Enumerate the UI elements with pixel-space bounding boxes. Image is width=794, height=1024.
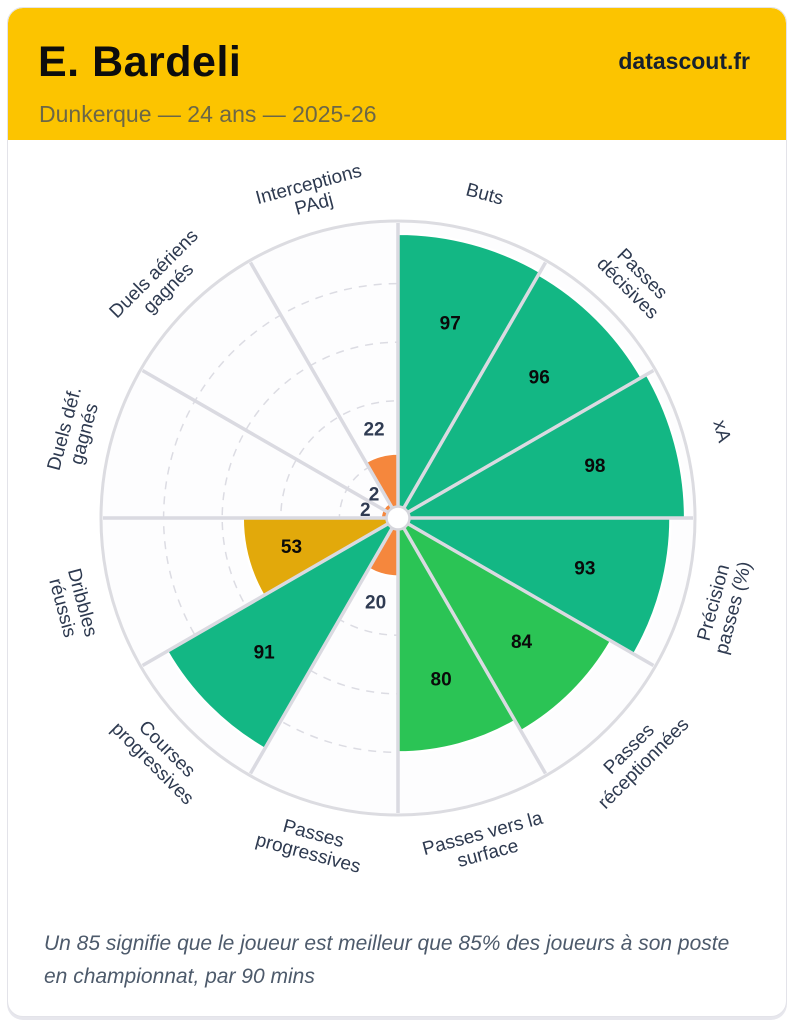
pizza-slice — [165, 514, 402, 751]
slice-value: 22 — [363, 419, 384, 440]
pizza-chart-container: 97 96 98 93 84 80 20 91 53 2 2 22 Buts Passesdécisive… — [8, 8, 786, 1016]
pizza-slice — [396, 513, 517, 754]
category-label: Dribblesréussis — [43, 566, 101, 644]
pizza-slice — [396, 232, 542, 523]
slice-divider — [402, 527, 548, 775]
slice-value: 2 — [360, 500, 371, 521]
category-label: Passes vers lasurface — [420, 808, 551, 880]
pizza-slice — [393, 372, 687, 520]
player-card: E. Bardeli Dunkerque — 24 ans — 2025-26 … — [7, 7, 787, 1017]
center-dot — [385, 505, 411, 531]
player-meta: Dunkerque — 24 ans — 2025-26 — [39, 101, 377, 127]
category-label: xA — [708, 418, 734, 445]
slice-divider — [402, 261, 548, 509]
slice-divider — [141, 522, 389, 668]
slice-value: 53 — [281, 537, 302, 558]
slice-value: 84 — [511, 632, 533, 653]
category-label: Duels déf.gagnés — [44, 385, 106, 478]
slice-divider — [141, 368, 389, 514]
category-label: Précisionpasses (%) — [691, 554, 756, 657]
pizza-slice — [393, 516, 672, 656]
slice-value: 2 — [369, 485, 380, 506]
player-name: E. Bardeli — [38, 38, 242, 86]
slice-divider — [248, 527, 394, 775]
pizza-slice — [394, 272, 644, 522]
slice-value: 96 — [529, 367, 550, 388]
slice-value: 80 — [431, 669, 452, 690]
brand-logo: datascout.fr — [618, 48, 750, 74]
category-label: Passesprogressives — [253, 810, 368, 878]
card-header: E. Bardeli Dunkerque — 24 ans — 2025-26 … — [8, 8, 786, 140]
slice-value: 97 — [440, 314, 461, 335]
footnote: Un 85 signifie que le joueur est meilleu… — [44, 932, 730, 988]
category-label: Buts — [464, 179, 506, 209]
slice-divider — [248, 261, 394, 509]
pizza-slice — [394, 514, 613, 733]
slice-value: 93 — [574, 559, 595, 580]
slice-divider — [407, 522, 655, 668]
pizza-chart: 9796989384802091532222ButsPassesdécisive… — [43, 161, 757, 880]
slice-value: 98 — [584, 456, 605, 477]
outer-ring — [99, 219, 697, 817]
slice-divider — [407, 368, 655, 514]
slice-value: 91 — [254, 643, 276, 664]
category-label: InterceptionsPAdj — [253, 161, 369, 229]
slice-value: 20 — [365, 592, 386, 613]
